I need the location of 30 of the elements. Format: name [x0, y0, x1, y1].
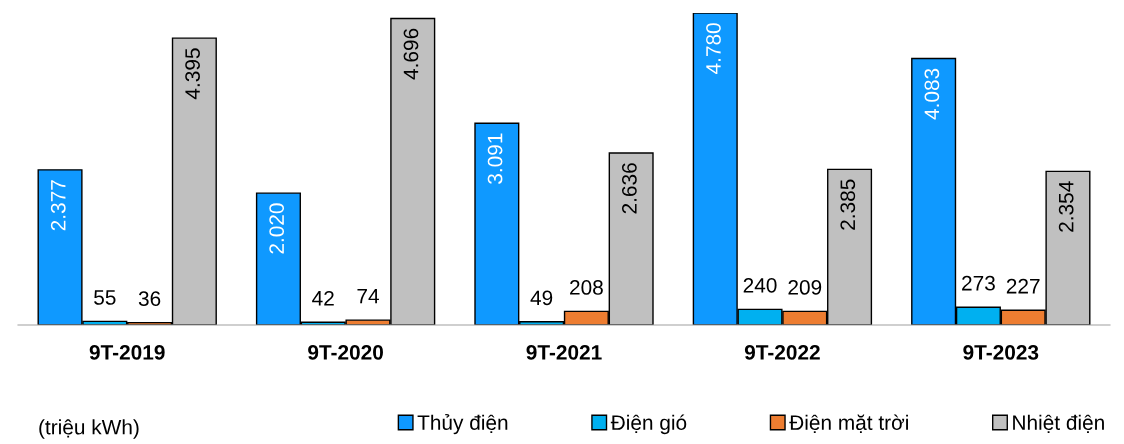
x-tick-label: 9T-2019 — [89, 344, 165, 360]
data-label: 4.395 — [185, 48, 200, 100]
data-label: 2.636 — [622, 163, 637, 214]
data-label: 4.696 — [403, 28, 419, 80]
legend-label: Thủy điện — [417, 414, 508, 435]
legend-label: Điện mặt trời — [789, 414, 908, 433]
data-label: 209 — [788, 280, 822, 295]
legend-label: Điện gió — [610, 414, 687, 435]
data-label: 2.020 — [269, 203, 285, 254]
legend-label: Nhiệt điện — [1013, 414, 1104, 433]
data-label: 2.385 — [840, 179, 856, 230]
data-label: 74 — [357, 289, 379, 304]
x-tick-label: 9T-2022 — [744, 344, 820, 360]
x-tick-label: 9T-2021 — [526, 344, 602, 360]
data-label: 36 — [138, 291, 161, 307]
data-label: 49 — [530, 290, 553, 306]
data-label: 3.091 — [487, 133, 503, 184]
data-label: 2.354 — [1058, 181, 1074, 232]
x-tick-label: 9T-2023 — [963, 344, 1039, 360]
data-label: 227 — [1006, 278, 1040, 294]
data-label: 208 — [570, 280, 603, 295]
text: (triệu kWh) — [39, 419, 139, 439]
data-label: 4.083 — [924, 68, 940, 120]
data-label: 4.780 — [706, 23, 721, 75]
data-label: 2.377 — [50, 180, 66, 231]
data-label: 55 — [94, 290, 116, 305]
data-label: 273 — [962, 275, 995, 291]
data-label: 42 — [312, 290, 334, 306]
data-label: 240 — [743, 277, 777, 293]
x-tick-label: 9T-2020 — [308, 344, 383, 360]
